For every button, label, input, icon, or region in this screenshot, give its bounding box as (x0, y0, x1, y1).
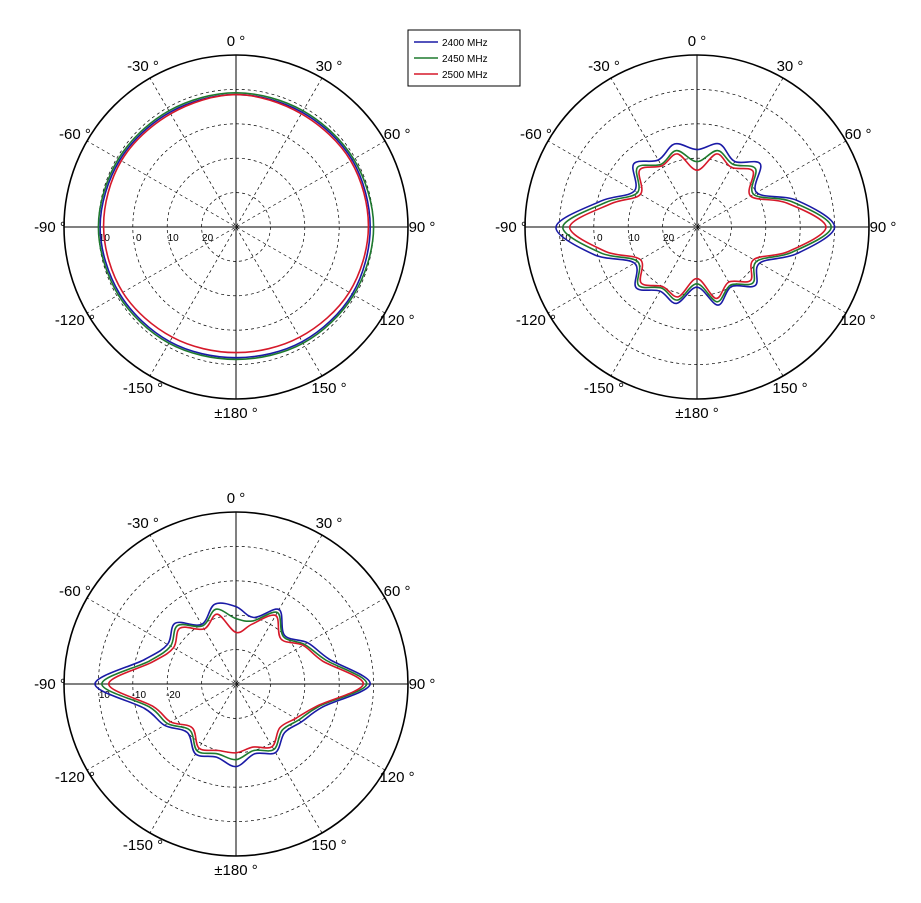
angle-label: 30 ° (316, 515, 343, 532)
angle-label: -90 ° (495, 219, 527, 236)
angle-label: 120 ° (379, 312, 414, 329)
angle-label: 60 ° (384, 126, 411, 143)
series-trace-2500-mhz (102, 93, 370, 354)
angle-label: 90 ° (409, 219, 436, 236)
angle-label: -30 ° (588, 58, 620, 75)
legend-label-2450: 2450 MHz (442, 54, 488, 65)
angle-label: -60 ° (59, 126, 91, 143)
angle-label: 0 ° (227, 33, 246, 50)
series-trace-2400-mhz (555, 142, 836, 306)
legend: 2400 MHz 2450 MHz 2500 MHz (407, 29, 521, 87)
angle-label: -150 ° (123, 380, 163, 397)
radial-tick-label: 10 (99, 690, 111, 701)
angle-label: 0 ° (227, 490, 246, 507)
angle-label: -120 ° (55, 769, 95, 786)
angle-label: 120 ° (379, 769, 414, 786)
radial-tick-label: 0 (136, 233, 142, 244)
angle-label: -60 ° (59, 583, 91, 600)
angle-label: 150 ° (311, 380, 346, 397)
angle-label: -150 ° (123, 837, 163, 854)
angle-label: 30 ° (777, 58, 804, 75)
series-trace-2450-mhz (562, 149, 832, 303)
angle-label: ±180 ° (214, 862, 257, 879)
angle-label: -30 ° (127, 58, 159, 75)
angle-label: -120 ° (55, 312, 95, 329)
polar-plot-3: 0 ° 30 ° 60 ° 90 ° 120 ° 150 ° ±180 ° -150 ° -12… (34, 490, 435, 879)
angle-label: 30 ° (316, 58, 343, 75)
series-trace-2450-mhz (101, 608, 368, 761)
series-trace-2500-mhz (568, 153, 827, 300)
angle-label: 150 ° (311, 837, 346, 854)
legend-label-2400: 2400 MHz (442, 38, 488, 49)
series-trace-2450-mhz (97, 92, 375, 361)
angle-label: 120 ° (840, 312, 875, 329)
angle-label: 90 ° (409, 676, 436, 693)
series-trace-2400-mhz (99, 93, 371, 359)
angle-label: 60 ° (384, 583, 411, 600)
angle-label: -90 ° (34, 676, 66, 693)
angle-label: -150 ° (584, 380, 624, 397)
angle-label: -60 ° (520, 126, 552, 143)
legend-label-2500: 2500 MHz (442, 70, 488, 81)
angle-label: ±180 ° (675, 405, 718, 422)
legend-item-2400: 2400 MHz (414, 38, 488, 49)
angle-label: -90 ° (34, 219, 66, 236)
polar-plot-2: 0 ° 30 ° 60 ° 90 ° 120 ° 150 ° ±180 ° -150 ° -12… (495, 33, 896, 422)
series-trace-2400-mhz (94, 602, 371, 768)
series-trace-2500-mhz (107, 613, 365, 754)
angle-label: 60 ° (845, 126, 872, 143)
radial-tick-label: 10 (629, 233, 641, 244)
radial-tick-label: 20 (663, 233, 675, 244)
angle-label: 150 ° (772, 380, 807, 397)
legend-item-2500: 2500 MHz (414, 70, 488, 81)
radial-tick-label: -10 (132, 690, 147, 701)
radial-tick-label: -20 (166, 690, 181, 701)
angle-label: 90 ° (870, 219, 897, 236)
legend-item-2450: 2450 MHz (414, 54, 488, 65)
radial-tick-label: 10 (168, 233, 180, 244)
radial-tick-label: 0 (597, 233, 603, 244)
radial-tick-label: 20 (202, 233, 214, 244)
angle-label: 0 ° (688, 33, 707, 50)
polar-plot-1: 0 ° 30 ° 60 ° 90 ° 120 ° 150 ° ±180 ° -150 ° -12… (34, 33, 435, 422)
angle-label: -120 ° (516, 312, 556, 329)
angle-label: -30 ° (127, 515, 159, 532)
angle-label: ±180 ° (214, 405, 257, 422)
